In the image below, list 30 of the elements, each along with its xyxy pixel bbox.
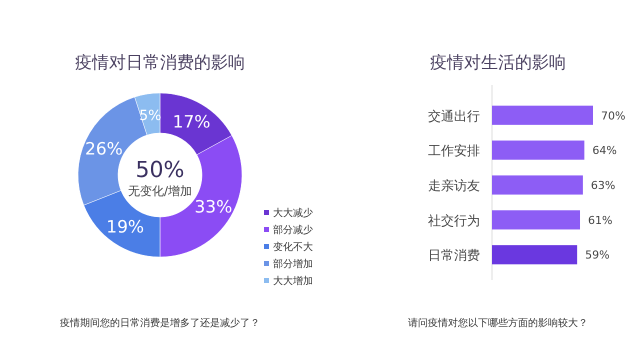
data-label: 59% — [585, 248, 610, 262]
legend-label: 大大减少 — [273, 207, 313, 219]
data-label: 61% — [588, 214, 612, 227]
text: 请问疫情对您以下哪些方面的影响较大？ — [408, 317, 588, 329]
text: 疫情期间您的日常消费是增多了还是减少了？ — [60, 317, 260, 329]
y-tick-label: 社交行为 — [428, 212, 480, 229]
bar — [492, 106, 593, 125]
bar — [492, 210, 580, 230]
text: 50% — [136, 158, 184, 183]
y-tick-label: 交通出行 — [428, 108, 480, 124]
legend-label: 部分增加 — [273, 258, 313, 270]
data-label: 19% — [106, 217, 144, 238]
y-tick-label: 日常消费 — [428, 248, 480, 264]
data-label: 63% — [590, 179, 616, 192]
chart-title: 疫情对日常消费的影响 — [75, 53, 245, 73]
data-label: 70% — [601, 109, 626, 122]
bar — [492, 140, 584, 160]
y-tick-label: 工作安排 — [428, 143, 480, 160]
bar — [492, 175, 583, 195]
data-label: 64% — [592, 144, 617, 158]
legend-label: 大大增加 — [273, 275, 313, 287]
text: 无变化/增加 — [128, 184, 192, 198]
data-label: 17% — [172, 112, 210, 133]
data-label: 26% — [85, 140, 123, 160]
legend-label: 变化不大 — [273, 241, 313, 253]
data-label: 33% — [194, 198, 232, 218]
legend-label: 部分减少 — [273, 224, 313, 236]
y-tick-label: 走亲访友 — [428, 178, 480, 194]
bar — [492, 245, 578, 264]
chart-title: 疫情对生活的影响 — [430, 53, 566, 73]
